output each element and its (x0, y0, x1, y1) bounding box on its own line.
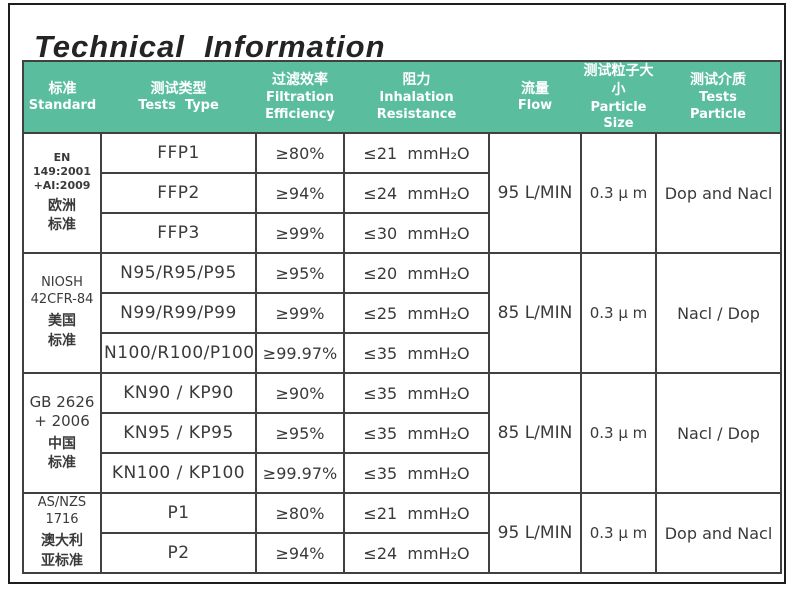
header-tests-type-en: Tests Type (138, 98, 219, 114)
header-particle-size-zh: 测试粒子大小 (583, 63, 654, 98)
test-particle-cell: Nacl / Dop (655, 252, 782, 375)
standard-code: GB 2626 + 2006 (29, 392, 95, 431)
particle-size-cell: 0.3 μ m (580, 132, 657, 255)
efficiency-cell: ≥95% (255, 412, 345, 455)
header-tests-type: 测试类型 Tests Type (101, 59, 256, 135)
standard-zh: 欧洲 标准 (48, 197, 76, 234)
header-particle-size: 测试粒子大小 Particle Size (581, 59, 656, 135)
flow-cell: 95 L/MIN (488, 492, 582, 575)
table-row: N100/R100/P100 ≥99.97% ≤35 mmH₂O (23, 332, 781, 375)
header-particle-size-en: Particle Size (590, 99, 647, 132)
standard-cell: AS/NZS 1716 澳大利 亚标准 (22, 492, 102, 575)
header-row: 标准 Standard 测试类型 Tests Type 过滤效率 Filtrat… (22, 59, 782, 135)
efficiency-cell: ≥99.97% (255, 452, 345, 495)
type-cell: FFP2 (100, 172, 257, 215)
table-row: FFP2 ≥94% ≤24 mmH₂O (23, 172, 781, 215)
resistance-cell: ≤35 mmH₂O (343, 452, 490, 495)
type-cell: KN90 / KP90 (100, 372, 257, 415)
standard-cell: GB 2626 + 2006 中国 标准 (22, 372, 102, 495)
efficiency-cell: ≥94% (255, 532, 345, 575)
type-cell: N100/R100/P100 (100, 332, 257, 375)
type-cell: N99/R99/P99 (100, 292, 257, 335)
table-row: KN95 / KP95 ≥95% ≤35 mmH₂O (23, 412, 781, 455)
resistance-cell: ≤35 mmH₂O (343, 372, 490, 415)
header-flow-zh: 流量 (521, 80, 549, 97)
efficiency-cell: ≥99% (255, 292, 345, 335)
header-standard-zh: 标准 (48, 80, 77, 97)
resistance-cell: ≤30 mmH₂O (343, 212, 490, 255)
spec-table: 标准 Standard 测试类型 Tests Type 过滤效率 Filtrat… (22, 59, 782, 575)
resistance-cell: ≤24 mmH₂O (343, 532, 490, 575)
efficiency-cell: ≥99% (255, 212, 345, 255)
table-row: FFP3 ≥99% ≤30 mmH₂O (23, 212, 781, 255)
header-flow-en: Flow (517, 98, 553, 114)
standard-zh: 中国 标准 (48, 435, 76, 472)
efficiency-cell: ≥94% (255, 172, 345, 215)
header-standard-en: Standard (28, 98, 97, 114)
type-cell: P2 (100, 532, 257, 575)
table-row: P2 ≥94% ≤24 mmH₂O (23, 532, 781, 575)
resistance-cell: ≤20 mmH₂O (343, 252, 490, 295)
header-tests-type-zh: 测试类型 (150, 80, 207, 97)
particle-size-cell: 0.3 μ m (580, 492, 657, 575)
test-particle-cell: Nacl / Dop (655, 372, 782, 495)
header-filtration-efficiency: 过滤效率 Filtration Efficiency (256, 59, 344, 135)
efficiency-cell: ≥80% (255, 492, 345, 535)
test-particle-cell: Dop and Nacl (655, 492, 782, 575)
header-filtration-efficiency-en: Filtration Efficiency (265, 90, 335, 122)
type-cell: FFP1 (100, 132, 257, 175)
efficiency-cell: ≥80% (255, 132, 345, 175)
efficiency-cell: ≥95% (255, 252, 345, 295)
resistance-cell: ≤24 mmH₂O (343, 172, 490, 215)
resistance-cell: ≤21 mmH₂O (343, 132, 490, 175)
efficiency-cell: ≥99.97% (255, 332, 345, 375)
standard-cell: EN 149:2001 +AI:2009 欧洲 标准 (22, 132, 102, 255)
table-row: N99/R99/P99 ≥99% ≤25 mmH₂O (23, 292, 781, 335)
header-filtration-efficiency-zh: 过滤效率 (272, 72, 328, 89)
header-inhalation-resistance-zh: 阻力 (402, 72, 431, 89)
resistance-cell: ≤21 mmH₂O (343, 492, 490, 535)
table-row: AS/NZS 1716 澳大利 亚标准 P1 ≥80% ≤21 mmH₂O 95… (22, 492, 782, 575)
type-cell: N95/R95/P95 (100, 252, 257, 295)
table-row: EN 149:2001 +AI:2009 欧洲 标准 FFP1 ≥80% ≤21… (22, 132, 782, 255)
type-cell: P1 (100, 492, 257, 535)
header-tests-particle: 测试介质 Tests Particle (656, 59, 782, 135)
table-row: KN100 / KP100 ≥99.97% ≤35 mmH₂O (23, 452, 781, 495)
flow-cell: 95 L/MIN (488, 132, 582, 255)
particle-size-cell: 0.3 μ m (580, 252, 657, 375)
test-particle-cell: Dop and Nacl (655, 132, 782, 255)
resistance-cell: ≤35 mmH₂O (343, 412, 490, 455)
standard-code: AS/NZS 1716 (37, 495, 87, 528)
header-standard: 标准 Standard (22, 59, 101, 135)
flow-cell: 85 L/MIN (488, 252, 582, 375)
particle-size-cell: 0.3 μ m (580, 372, 657, 495)
header-tests-particle-en: Tests Particle (689, 90, 746, 122)
efficiency-cell: ≥90% (255, 372, 345, 415)
header-inhalation-resistance-en: Inhalation Resistance (376, 90, 457, 122)
table-row: GB 2626 + 2006 中国 标准 KN90 / KP90 ≥90% ≤3… (22, 372, 782, 495)
type-cell: KN100 / KP100 (100, 452, 257, 495)
resistance-cell: ≤25 mmH₂O (343, 292, 490, 335)
type-cell: KN95 / KP95 (100, 412, 257, 455)
standard-zh: 美国 标准 (48, 313, 76, 349)
standard-code: EN 149:2001 +AI:2009 (33, 150, 91, 193)
standard-code: NIOSH 42CFR-84 (30, 275, 94, 308)
standard-cell: NIOSH 42CFR-84 美国 标准 (22, 252, 102, 375)
header-tests-particle-zh: 测试介质 (690, 72, 746, 89)
header-flow: 流量 Flow (489, 59, 581, 135)
page-title: Technical Information (34, 28, 386, 64)
table-row: NIOSH 42CFR-84 美国 标准 N95/R95/P95 ≥95% ≤2… (22, 252, 782, 375)
flow-cell: 85 L/MIN (488, 372, 582, 495)
header-inhalation-resistance: 阻力 Inhalation Resistance (344, 59, 489, 135)
resistance-cell: ≤35 mmH₂O (343, 332, 490, 375)
standard-zh: 澳大利 亚标准 (41, 533, 83, 569)
type-cell: FFP3 (100, 212, 257, 255)
